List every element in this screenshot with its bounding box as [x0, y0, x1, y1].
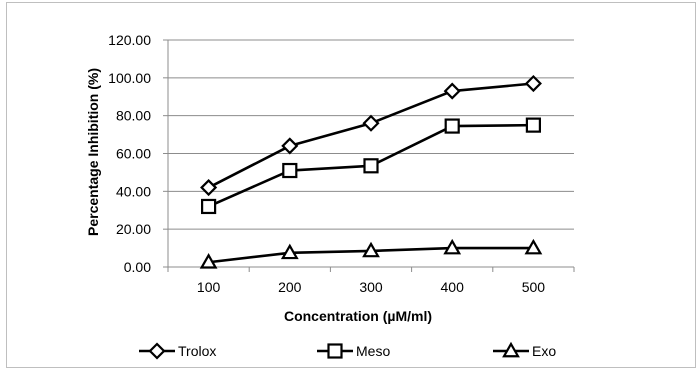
data-point-meso	[363, 158, 379, 174]
y-tick-labels: 0.00 20.00 40.00 60.00 80.00 100.00 120.00	[108, 32, 151, 275]
x-tick-labels: 100 200 300 400 500	[197, 279, 545, 295]
data-point-trolox	[362, 114, 380, 132]
series-exo	[199, 238, 543, 269]
x-tick-label: 500	[522, 279, 546, 295]
axes	[163, 39, 575, 272]
y-tick-label: 40.00	[116, 183, 151, 199]
legend-label-exo: Exo	[532, 343, 556, 359]
gridlines	[168, 39, 574, 230]
legend-item-meso: Meso	[317, 343, 390, 359]
legend-marker-exo	[502, 341, 520, 358]
data-point-exo	[524, 238, 543, 255]
y-tick-label: 80.00	[116, 108, 151, 124]
y-tick-label: 60.00	[116, 146, 151, 162]
series-meso	[201, 117, 542, 215]
x-tick-label: 300	[359, 279, 383, 295]
data-point-meso	[282, 162, 298, 179]
data-point-exo	[362, 241, 380, 258]
legend-item-exo: Exo	[493, 341, 556, 359]
legend: Trolox Meso Exo	[139, 341, 556, 360]
y-axis-title: Percentage Inhibition (%)	[85, 68, 101, 236]
y-tick-label: 20.00	[116, 221, 151, 237]
data-point-meso	[201, 198, 217, 215]
y-tick-label: 0.00	[124, 259, 151, 275]
series-trolox	[200, 74, 542, 197]
data-point-meso	[444, 118, 460, 134]
data-point-exo	[199, 253, 218, 269]
x-tick-label: 400	[441, 279, 465, 295]
data-point-trolox	[281, 137, 299, 155]
legend-marker-meso	[327, 343, 343, 359]
data-point-meso	[525, 117, 542, 133]
data-point-trolox	[524, 74, 542, 93]
chart-frame	[6, 2, 696, 368]
data-point-trolox	[443, 82, 461, 100]
legend-marker-trolox	[148, 342, 166, 360]
legend-item-trolox: Trolox	[139, 342, 216, 360]
data-series	[199, 74, 543, 269]
legend-label-trolox: Trolox	[178, 343, 216, 359]
data-point-trolox	[200, 178, 218, 197]
y-tick-label: 100.00	[108, 70, 151, 86]
x-tick-label: 200	[278, 279, 302, 295]
y-tick-label: 120.00	[108, 32, 151, 48]
legend-label-meso: Meso	[356, 343, 390, 359]
x-axis-title: Concentration (µM/ml)	[284, 308, 432, 324]
data-point-exo	[280, 243, 299, 260]
x-tick-label: 100	[197, 279, 221, 295]
data-point-exo	[443, 238, 462, 255]
